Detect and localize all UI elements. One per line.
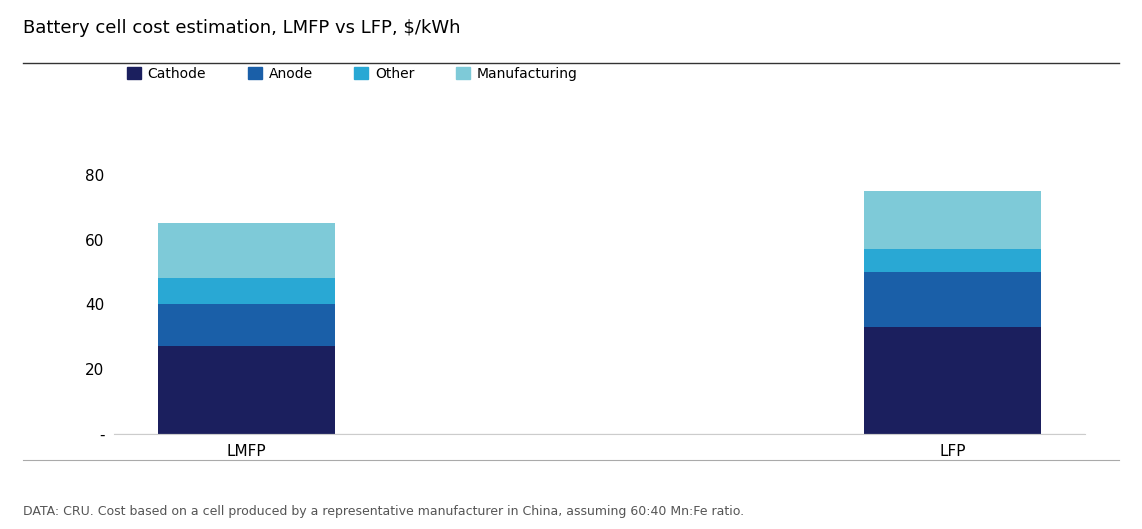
Text: Battery cell cost estimation, LMFP vs LFP, $/kWh: Battery cell cost estimation, LMFP vs LF… [23, 19, 460, 37]
Bar [864, 327, 1040, 434]
Bar [159, 278, 335, 304]
Bar [159, 223, 335, 278]
Bar [159, 304, 335, 346]
Bar [159, 346, 335, 434]
Bar [864, 272, 1040, 327]
Bar [864, 249, 1040, 272]
Legend: Cathode, Anode, Other, Manufacturing: Cathode, Anode, Other, Manufacturing [121, 61, 584, 86]
Text: DATA: CRU. Cost based on a cell produced by a representative manufacturer in Chi: DATA: CRU. Cost based on a cell produced… [23, 505, 743, 518]
Bar [864, 191, 1040, 249]
